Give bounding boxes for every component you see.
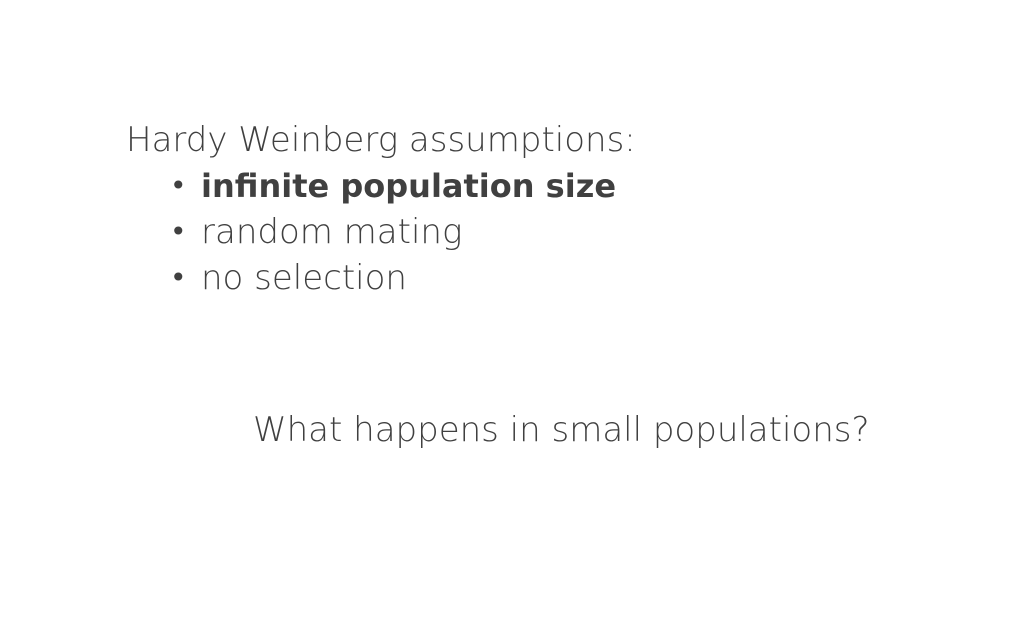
bullet-icon: • [170, 261, 187, 294]
slide-heading: Hardy Weinberg assumptions: [126, 120, 636, 160]
list-item-text: infinite population size [201, 167, 617, 205]
bullet-icon: • [170, 215, 187, 248]
list-item-text: random mating [201, 212, 463, 252]
list-item-text: no selection [201, 258, 407, 298]
bullet-icon: • [170, 169, 187, 202]
question-text: What happens in small populations? [253, 410, 870, 450]
